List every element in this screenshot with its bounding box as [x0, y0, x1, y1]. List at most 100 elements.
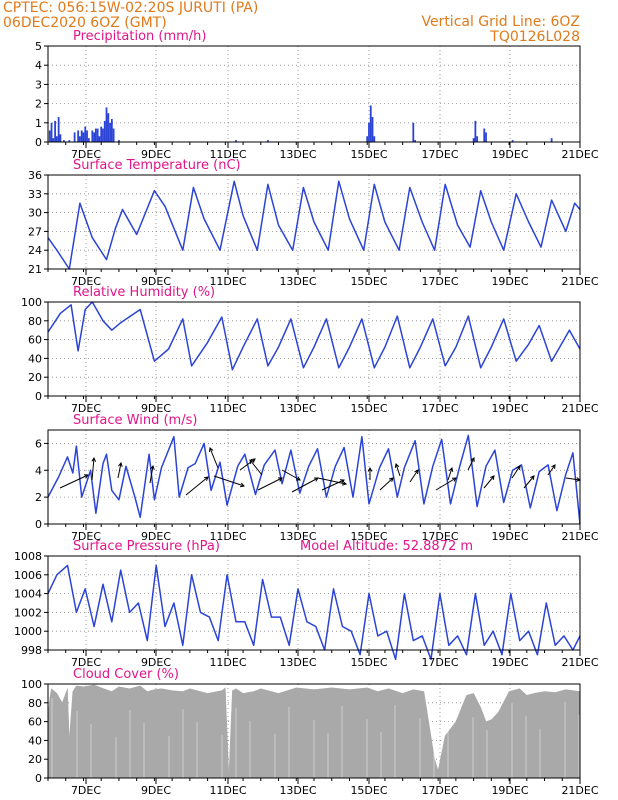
pressure-xtick-label: 21DEC [561, 656, 598, 669]
cloud-cover-ytick-label: 60 [28, 716, 42, 729]
wind-arrow-head [150, 464, 155, 470]
wind-ytick-label: 4 [35, 464, 42, 477]
wind-arrow [547, 464, 556, 476]
pressure-xtick-label: 19DEC [491, 656, 528, 669]
wind-arrow-head [204, 476, 209, 481]
humidity-ytick-label: 80 [28, 315, 42, 328]
wind-title: Surface Wind (m/s) [73, 413, 197, 428]
precipitation-ytick-label: 2 [35, 98, 42, 111]
precipitation-bar [55, 136, 58, 142]
pressure-xtick-label: 17DEC [421, 656, 458, 669]
precipitation-bar [52, 138, 55, 142]
precipitation-bar [369, 105, 372, 142]
wind-arrow-head [551, 464, 556, 470]
wind-arrow-head [339, 479, 345, 484]
precipitation-bar [103, 120, 106, 142]
precipitation-bar [59, 134, 62, 142]
precipitation-bar [96, 128, 99, 142]
wind-arrow [511, 465, 521, 479]
temperature-series-line [47, 180, 581, 270]
wind-arrow [291, 477, 319, 493]
precipitation-xtick-label: 17DEC [421, 148, 458, 161]
precipitation-bar [48, 130, 51, 142]
humidity-xtick-label: 17DEC [421, 402, 458, 415]
pressure-title: Surface Pressure (hPa) [73, 539, 220, 554]
wind-arrow-head [448, 467, 454, 472]
grid-info: Vertical Grid Line: 6OZ TQ0126L028 [421, 15, 580, 45]
pressure-xtick-label: 9DEC [141, 656, 171, 669]
temperature-ytick-label: 24 [28, 244, 42, 257]
wind-arrow-head [490, 475, 495, 481]
humidity-xtick-label: 21DEC [561, 402, 598, 415]
cloud-cover-xtick-label: 21DEC [561, 784, 598, 797]
precipitation-bar [474, 120, 477, 142]
precipitation-bar [100, 126, 103, 142]
wind-arrow-head [250, 458, 256, 463]
pressure-ytick-label: 1008 [14, 550, 42, 563]
precipitation-xtick-label: 19DEC [491, 148, 528, 161]
temperature-xtick-label: 9DEC [141, 275, 171, 288]
temperature-ytick-label: 36 [28, 169, 42, 182]
wind-arrow [467, 457, 475, 471]
cloud-cover-xtick-label: 9DEC [141, 784, 171, 797]
precipitation-bar [68, 140, 71, 142]
precipitation-xtick-label: 7DEC [71, 148, 101, 161]
cloud-cover-ytick-label: 20 [28, 753, 42, 766]
pressure-xtick-label: 7DEC [71, 656, 101, 669]
wind-xtick-label: 7DEC [71, 530, 101, 543]
precipitation-ytick-label: 3 [35, 78, 42, 91]
precipitation-bar [485, 132, 487, 142]
wind-arrow [281, 469, 301, 481]
precipitation-bar [98, 136, 101, 142]
precipitation-bar [79, 136, 81, 142]
precipitation-bar [91, 130, 94, 142]
station-line: CPTEC: 056:15W-02:20S JURUTI (PA) [3, 0, 259, 16]
humidity-title: Relative Humidity (%) [73, 285, 215, 300]
cloud-cover-ytick-label: 40 [28, 734, 42, 747]
wind-xtick-label: 11DEC [209, 530, 246, 543]
precipitation-xtick-label: 21DEC [561, 148, 598, 161]
precipitation-bar [476, 136, 479, 142]
pressure-series-line [47, 564, 581, 661]
wind-arrow-head [83, 474, 89, 479]
precipitation-bar [472, 138, 475, 142]
temperature-ytick-label: 27 [28, 225, 42, 238]
wind-arrow-head [118, 461, 123, 467]
precipitation-bar [93, 132, 96, 142]
humidity-ytick-label: 60 [28, 334, 42, 347]
pressure-xtick-label: 11DEC [209, 656, 246, 669]
humidity-xtick-label: 19DEC [491, 402, 528, 415]
cloud-cover-xtick-label: 11DEC [209, 784, 246, 797]
precipitation-bar [107, 113, 110, 142]
wind-arrow-head [388, 477, 394, 482]
precipitation-ytick-label: 0 [35, 136, 42, 149]
wind-arrow [395, 463, 401, 477]
cloud-cover-ytick-label: 100 [21, 678, 42, 691]
wind-xtick-label: 13DEC [279, 530, 316, 543]
precipitation-bar [63, 140, 65, 142]
wind-ytick-label: 0 [35, 518, 42, 531]
precipitation-xtick-label: 9DEC [141, 148, 171, 161]
temperature-xtick-label: 19DEC [491, 275, 528, 288]
temperature-xtick-label: 11DEC [209, 275, 246, 288]
model-label: TQ0126L028 [490, 29, 580, 45]
precipitation-bar [118, 140, 120, 142]
precipitation-title: Precipitation (mm/h) [73, 29, 206, 44]
wind-arrow-head [394, 463, 400, 468]
cloud-cover-ytick-label: 0 [35, 772, 42, 785]
precipitation-bar [80, 130, 83, 142]
wind-arrow-head [342, 481, 348, 486]
wind-arrow [249, 459, 263, 476]
wind-ytick-label: 6 [35, 437, 42, 450]
wind-arrow-head [516, 465, 521, 471]
precipitation-ytick-label: 1 [35, 117, 42, 130]
pressure-xtick-label: 13DEC [279, 656, 316, 669]
precipitation-xtick-label: 15DEC [350, 148, 387, 161]
precipitation-bar [483, 128, 486, 142]
precipitation-bar [86, 130, 88, 142]
precipitation-bar [371, 117, 374, 142]
pressure-ytick-label: 1002 [14, 606, 42, 619]
wind-arrow [409, 469, 419, 483]
pressure-ytick-label: 1004 [14, 588, 42, 601]
humidity-xtick-label: 11DEC [209, 402, 246, 415]
